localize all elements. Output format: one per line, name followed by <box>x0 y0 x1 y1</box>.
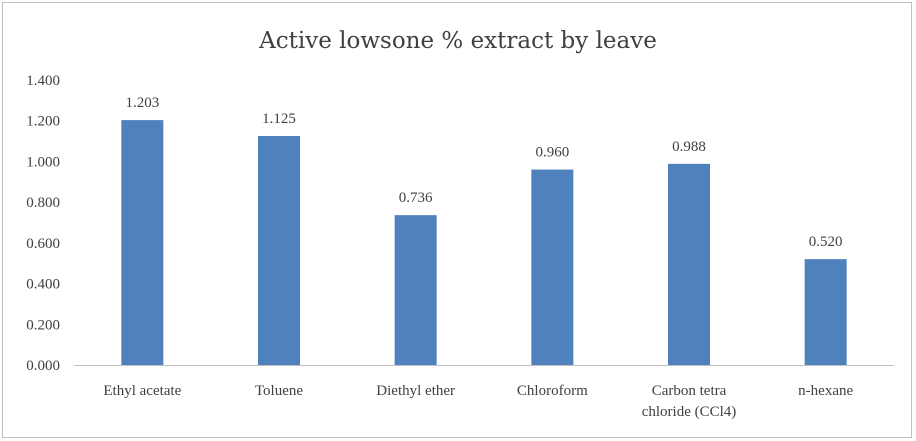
x-tick-label-line: n-hexane <box>798 383 853 399</box>
x-axis: Ethyl acetate Toluene Diethyl ether Chlorof… <box>74 365 894 420</box>
x-tick-label-line: Carbon tetra <box>652 383 727 399</box>
data-label: 1.203 <box>125 95 159 111</box>
y-axis: 0.000 0.200 0.400 0.600 0.800 1.000 1.200 1.400 <box>26 73 60 374</box>
y-tick-label: 1.400 <box>26 73 60 89</box>
x-tick-label-line: Toluene <box>255 383 303 399</box>
data-labels: 1.203 1.125 0.736 0.960 0.988 0.520 <box>125 95 842 250</box>
y-tick-label: 0.000 <box>26 358 60 374</box>
y-tick-label: 0.800 <box>26 195 60 211</box>
y-tick-label: 1.000 <box>26 154 60 170</box>
bar <box>668 163 710 365</box>
bars <box>121 120 847 365</box>
data-label: 0.736 <box>399 190 433 206</box>
bar <box>394 215 437 365</box>
y-tick-label: 0.200 <box>26 317 60 333</box>
x-tick-label-line: Chloroform <box>517 383 588 399</box>
x-tick-label-line: chloride (CCl4) <box>642 404 737 420</box>
y-tick-label: 0.400 <box>26 277 60 293</box>
chart-title: Active lowsone % extract by leave <box>258 28 657 54</box>
data-label: 0.960 <box>535 145 569 161</box>
data-label: 0.988 <box>672 139 706 155</box>
x-tick-label-line: Diethyl ether <box>376 383 455 399</box>
x-tick-label: Toluene <box>255 383 303 399</box>
x-tick-label-line: Ethyl acetate <box>103 383 181 399</box>
y-tick-label: 1.200 <box>26 114 60 130</box>
y-tick-label: 0.600 <box>26 236 60 252</box>
bar <box>258 135 300 365</box>
x-tick-label: Carbon tetra chloride (CCl4) <box>642 383 737 420</box>
x-tick-label: Chloroform <box>517 383 588 399</box>
x-tick-label: n-hexane <box>798 383 853 399</box>
x-tick-label: Ethyl acetate <box>103 383 181 399</box>
bar <box>121 120 164 365</box>
bar <box>804 259 847 365</box>
bar <box>531 169 574 365</box>
data-label: 0.520 <box>809 234 843 250</box>
data-label: 1.125 <box>262 111 296 127</box>
x-tick-label: Diethyl ether <box>376 383 455 399</box>
